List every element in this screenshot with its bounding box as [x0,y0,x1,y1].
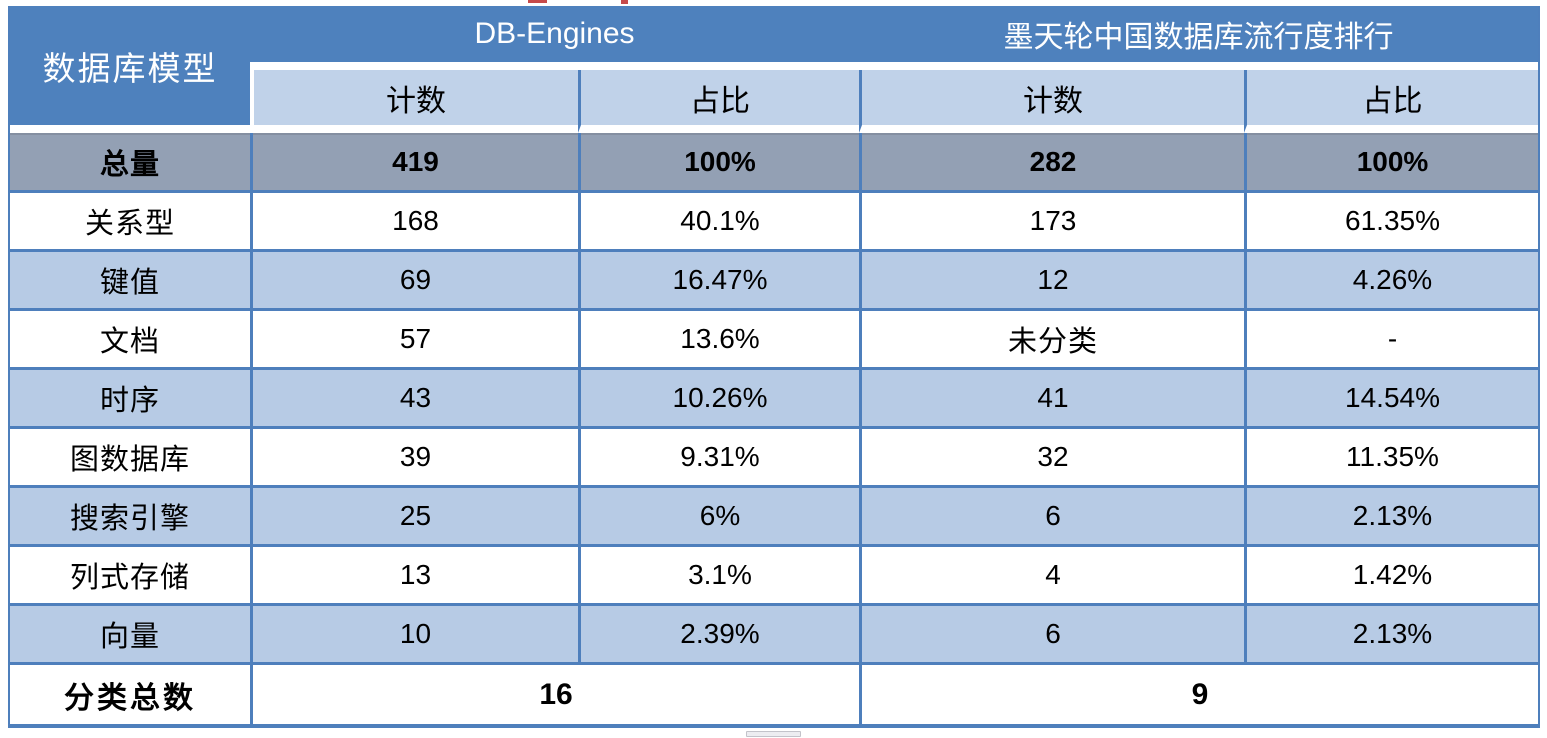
row-label: 分类总数 [10,662,250,724]
cell-value: 9.31% [578,426,859,485]
corner-header: 数据库模型 [10,6,250,133]
group-header-motianlun: 墨天轮中国数据库流行度排行 [859,6,1538,70]
cell-value: 2.13% [1244,485,1538,544]
column-header-count: 计数 [859,70,1244,133]
row-label: 时序 [10,367,250,426]
cell-value: 1.42% [1244,544,1538,603]
cell-value: 282 [859,133,1244,190]
cell-value: - [1244,308,1538,367]
cell-value: 173 [859,190,1244,249]
cell-value: 43 [250,367,578,426]
cell-value: 16 [250,662,859,724]
cell-value: 41 [859,367,1244,426]
cell-value: 13.6% [578,308,859,367]
cropped-red-text-artifact [528,0,547,3]
cell-value: 未分类 [859,308,1244,367]
cell-value: 57 [250,308,578,367]
row-label: 文档 [10,308,250,367]
cell-value: 2.13% [1244,603,1538,662]
column-header-share: 占比 [1244,70,1538,133]
cell-value: 11.35% [1244,426,1538,485]
cell-value: 16.47% [578,249,859,308]
cell-value: 61.35% [1244,190,1538,249]
cell-value: 6 [859,603,1244,662]
row-label: 搜索引擎 [10,485,250,544]
cell-value: 168 [250,190,578,249]
column-header-share: 占比 [578,70,859,133]
cell-value: 100% [1244,133,1538,190]
database-model-comparison-table: 数据库模型 DB-Engines 墨天轮中国数据库流行度排行 计数 占比 计数 … [8,6,1540,728]
horizontal-scrollbar-thumb[interactable] [746,731,801,737]
row-label: 列式存储 [10,544,250,603]
cell-value: 6 [859,485,1244,544]
cell-value: 4 [859,544,1244,603]
group-header-db-engines: DB-Engines [250,6,859,70]
cell-value: 2.39% [578,603,859,662]
cell-value: 13 [250,544,578,603]
cell-value: 4.26% [1244,249,1538,308]
cell-value: 32 [859,426,1244,485]
cell-value: 14.54% [1244,367,1538,426]
cell-value: 39 [250,426,578,485]
cell-value: 10 [250,603,578,662]
cell-value: 12 [859,249,1244,308]
cell-value: 25 [250,485,578,544]
row-label: 键值 [10,249,250,308]
row-label: 向量 [10,603,250,662]
cell-value: 9 [859,662,1538,724]
cell-value: 100% [578,133,859,190]
cell-value: 10.26% [578,367,859,426]
cell-value: 40.1% [578,190,859,249]
cropped-red-text-artifact [621,0,628,4]
row-label: 关系型 [10,190,250,249]
cell-value: 419 [250,133,578,190]
row-label: 总量 [10,133,250,190]
cell-value: 6% [578,485,859,544]
cell-value: 3.1% [578,544,859,603]
column-header-count: 计数 [250,70,578,133]
cell-value: 69 [250,249,578,308]
row-label: 图数据库 [10,426,250,485]
